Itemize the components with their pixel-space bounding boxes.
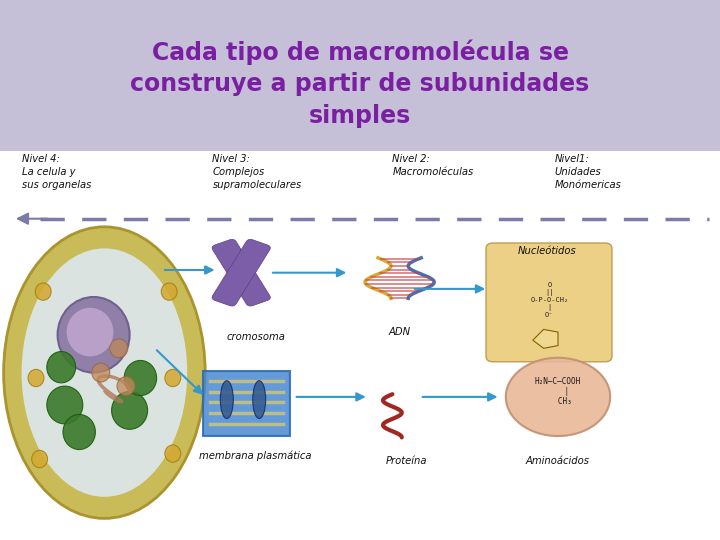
Ellipse shape: [505, 357, 611, 436]
FancyBboxPatch shape: [0, 151, 720, 216]
Ellipse shape: [165, 445, 181, 462]
Ellipse shape: [92, 363, 110, 382]
FancyBboxPatch shape: [0, 0, 720, 151]
FancyBboxPatch shape: [203, 371, 290, 436]
Ellipse shape: [28, 369, 44, 387]
Text: Aminoácidos: Aminoácidos: [526, 456, 590, 467]
Ellipse shape: [161, 283, 177, 300]
Ellipse shape: [63, 415, 95, 449]
Text: Proteína: Proteína: [386, 456, 428, 467]
FancyBboxPatch shape: [212, 239, 270, 306]
Ellipse shape: [66, 308, 114, 356]
Text: cromosoma: cromosoma: [226, 332, 285, 342]
Text: Nivel 2:
Macromoléculas: Nivel 2: Macromoléculas: [392, 154, 474, 177]
Text: Nucleótidos: Nucleótidos: [518, 246, 577, 256]
Ellipse shape: [47, 386, 83, 424]
Text: H₂N–C–COOH
    |
   CH₃: H₂N–C–COOH | CH₃: [535, 376, 581, 407]
Text: Nivel 4:
La celula y
sus organelas: Nivel 4: La celula y sus organelas: [22, 154, 91, 190]
Ellipse shape: [58, 297, 130, 373]
Ellipse shape: [32, 450, 48, 468]
Ellipse shape: [165, 369, 181, 387]
Ellipse shape: [253, 381, 266, 418]
Text: Nivel1:
Unidades
Monómericas: Nivel1: Unidades Monómericas: [554, 154, 621, 190]
Text: Cada tipo de macromolécula se
construye a partir de subunidades
simples: Cada tipo de macromolécula se construye …: [130, 39, 590, 128]
Text: O
||
O-P-O-CH₂
|
O⁻: O || O-P-O-CH₂ | O⁻: [530, 282, 569, 318]
FancyBboxPatch shape: [0, 216, 720, 540]
Ellipse shape: [112, 392, 148, 429]
FancyBboxPatch shape: [486, 243, 612, 362]
Ellipse shape: [22, 248, 187, 497]
FancyBboxPatch shape: [212, 239, 270, 306]
Ellipse shape: [220, 381, 233, 418]
Polygon shape: [533, 329, 558, 348]
Ellipse shape: [47, 352, 76, 383]
Ellipse shape: [4, 227, 205, 518]
Ellipse shape: [117, 377, 135, 395]
Text: ADN: ADN: [389, 327, 410, 337]
Ellipse shape: [125, 361, 157, 395]
Ellipse shape: [35, 283, 51, 300]
Text: membrana plasmática: membrana plasmática: [199, 451, 312, 461]
Text: Nivel 3:
Complejos
supramoleculares: Nivel 3: Complejos supramoleculares: [212, 154, 302, 190]
Ellipse shape: [110, 339, 128, 357]
